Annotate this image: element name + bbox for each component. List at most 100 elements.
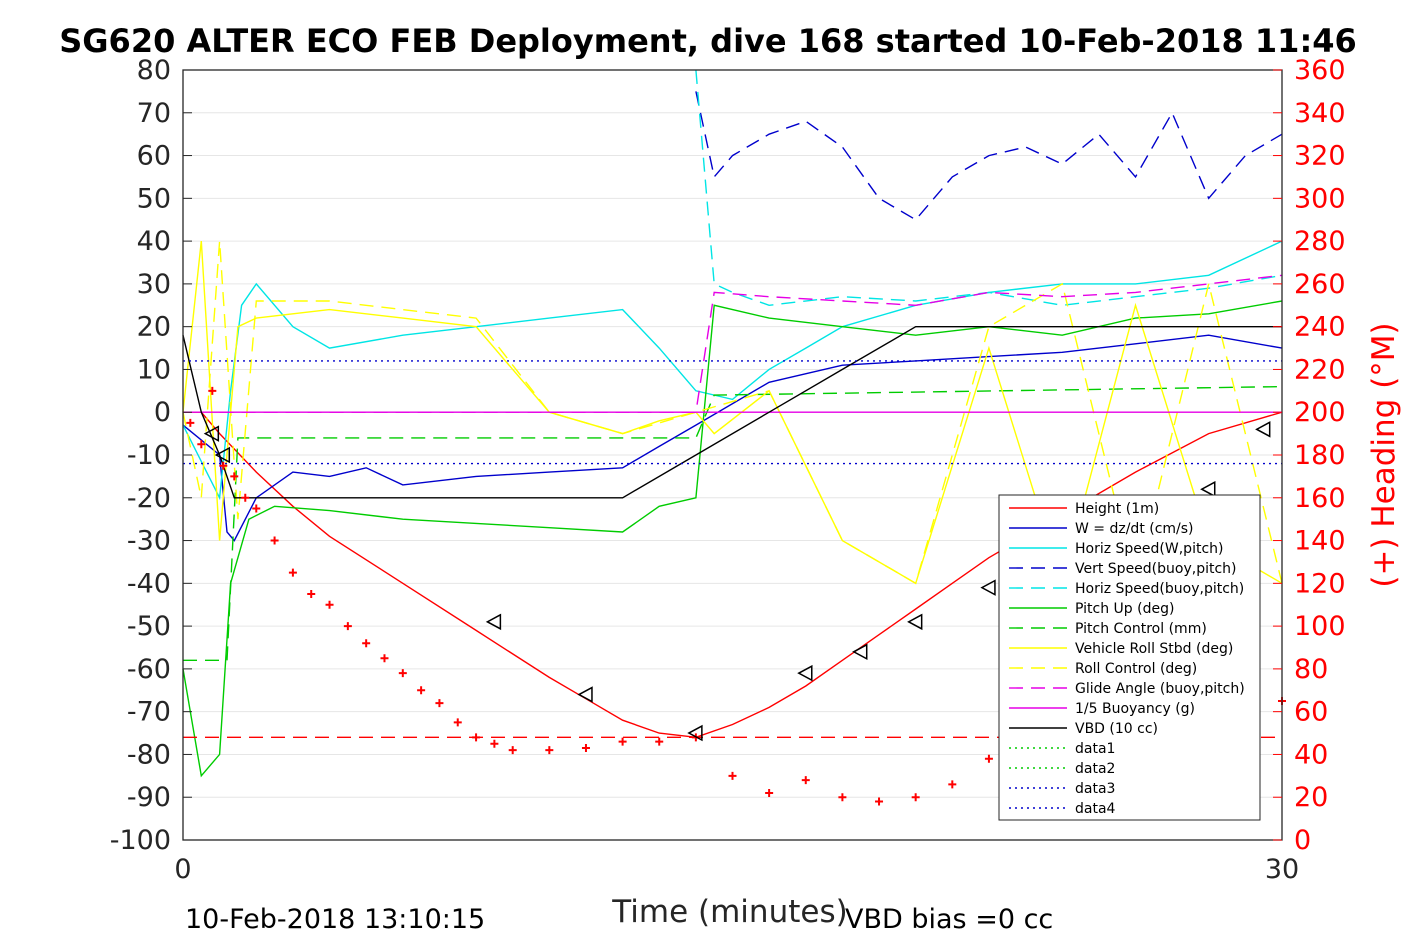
turn-point <box>797 664 813 682</box>
y-tick-label: 0 <box>154 397 171 428</box>
y-tick-label: -50 <box>127 611 171 642</box>
legend-label: Vert Speed(buoy,pitch) <box>1075 561 1237 577</box>
turn-point <box>203 425 220 442</box>
series-line-2 <box>182 240 1283 501</box>
heading-point <box>325 600 334 609</box>
series-line-8 <box>182 241 1283 585</box>
turn-point <box>852 643 868 661</box>
y-tick-label: 40 <box>137 226 171 257</box>
y-right-tick-label: 160 <box>1294 483 1346 514</box>
heading-point <box>948 780 957 789</box>
y-right-tick-label: 20 <box>1294 782 1328 813</box>
y-tick-label: 80 <box>137 55 171 86</box>
legend-label: VBD (10 cc) <box>1075 721 1158 737</box>
turn-point <box>1255 421 1271 438</box>
y-right-tick-label: 100 <box>1294 611 1346 642</box>
heading-point <box>911 793 920 802</box>
y-tick-label: 10 <box>137 354 171 385</box>
series-line-6 <box>183 385 1283 661</box>
heading-point <box>453 718 462 727</box>
y-right-tick-label: 360 <box>1294 55 1346 86</box>
heading-point <box>398 669 407 678</box>
y-right-tick-label: 80 <box>1294 654 1328 685</box>
heading-point <box>875 797 884 806</box>
y-tick-label: -30 <box>127 526 171 557</box>
heading-point <box>490 739 499 748</box>
heading-point <box>241 493 250 502</box>
heading-point <box>219 461 228 470</box>
x-tick-label: 0 <box>174 854 191 885</box>
heading-point <box>270 536 279 545</box>
heading-point <box>765 788 774 797</box>
series-line-3 <box>695 91 1283 221</box>
legend-label: data1 <box>1075 741 1115 757</box>
legend-label: data2 <box>1075 761 1115 777</box>
y-axis-left: 80 70 60 50 40 30 20 10 0 -10 -20 -30 -40 -50 -60 -70 -8… <box>110 55 192 856</box>
legend-label: Vehicle Roll Stbd (deg) <box>1075 641 1233 657</box>
legend-label: Pitch Control (mm) <box>1075 621 1207 637</box>
y-tick-label: -10 <box>127 440 171 471</box>
series-line-1 <box>182 334 1283 542</box>
legend-label: Height (1m) <box>1075 501 1159 517</box>
y-tick-label: -20 <box>127 483 171 514</box>
y-right-tick-label: 0 <box>1294 825 1311 856</box>
heading-point <box>618 737 627 746</box>
heading-point <box>545 746 554 755</box>
heading-point <box>472 733 481 742</box>
series-line-9 <box>219 274 1283 413</box>
y-right-tick-label: 300 <box>1294 183 1346 214</box>
heading-point <box>838 793 847 802</box>
y-right-tick-label: 220 <box>1294 354 1346 385</box>
heading-point <box>307 590 316 599</box>
y-tick-label: -60 <box>127 654 171 685</box>
y-tick-label: 70 <box>137 98 171 129</box>
heading-point <box>435 699 444 708</box>
legend-label: data3 <box>1075 781 1115 797</box>
chart-title: SG620 ALTER ECO FEB Deployment, dive 168… <box>59 22 1357 60</box>
heading-point <box>230 472 239 481</box>
y-axis-right-label: (+) Heading (°M) <box>1366 322 1402 587</box>
y-tick-label: -40 <box>127 568 171 599</box>
y-right-tick-label: 180 <box>1294 440 1346 471</box>
series-line-11 <box>182 326 1282 499</box>
y-tick-label: -90 <box>127 782 171 813</box>
y-tick-label: 60 <box>137 141 171 172</box>
heading-point <box>208 386 217 395</box>
heading-point <box>417 686 426 695</box>
turn-point <box>687 724 703 742</box>
legend-label: Horiz Speed(W,pitch) <box>1075 541 1223 557</box>
legend-label: Horiz Speed(buoy,pitch) <box>1075 581 1244 597</box>
heading-point <box>252 504 261 513</box>
heading-point <box>728 771 737 780</box>
footer-timestamp: 10-Feb-2018 13:10:15 <box>185 904 485 935</box>
series-layer <box>182 69 1283 778</box>
y-tick-label: 30 <box>137 269 171 300</box>
turn-point <box>980 579 996 596</box>
x-tick-label: 30 <box>1265 854 1299 885</box>
turn-point <box>907 613 923 631</box>
legend-label: Roll Control (deg) <box>1075 661 1197 677</box>
x-axis: 0 30 <box>174 831 1299 885</box>
y-right-tick-label: 40 <box>1294 739 1328 770</box>
legend-label: W = dz/dt (cm/s) <box>1075 521 1194 537</box>
legend-label: data4 <box>1075 801 1116 817</box>
y-right-tick-label: 120 <box>1294 568 1346 599</box>
heading-point <box>186 418 195 427</box>
legend: Height (1m) W = dz/dt (cm/s) Horiz Speed(W… <box>998 494 1261 821</box>
heading-point <box>380 654 389 663</box>
y-right-tick-label: 200 <box>1294 397 1346 428</box>
heading-point <box>288 568 297 577</box>
series-line-4 <box>695 69 1283 307</box>
turn-point <box>214 446 231 464</box>
y-tick-label: -80 <box>127 739 171 770</box>
heading-point <box>581 744 590 753</box>
footer-vbd-bias: VBD bias =0 cc <box>845 904 1053 935</box>
y-tick-label: 50 <box>137 183 171 214</box>
y-tick-label: 20 <box>137 312 171 343</box>
legend-box <box>998 494 1261 821</box>
y-right-tick-label: 60 <box>1294 697 1328 728</box>
y-right-tick-label: 340 <box>1294 98 1346 129</box>
x-axis-label: Time (minutes) <box>611 894 847 930</box>
series-line-5 <box>182 300 1283 778</box>
